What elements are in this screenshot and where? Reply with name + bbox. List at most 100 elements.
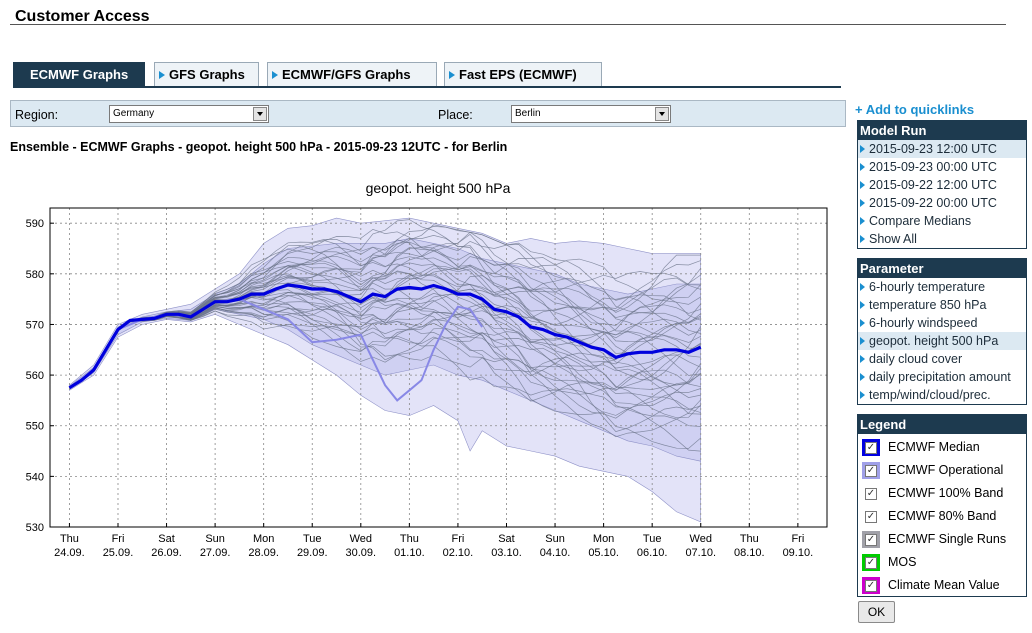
add-to-quicklinks-link[interactable]: + Add to quicklinks bbox=[855, 102, 975, 117]
single-run-line bbox=[69, 305, 701, 427]
triangle-right-icon bbox=[860, 373, 865, 381]
parameter-item-label: temperature 850 hPa bbox=[869, 298, 987, 312]
legend-swatch: ✓ bbox=[862, 508, 880, 525]
model-run-item-label: Compare Medians bbox=[869, 214, 972, 228]
model-run-item-label: 2015-09-23 00:00 UTC bbox=[869, 160, 997, 174]
parameter-header: Parameter bbox=[858, 259, 1026, 278]
place-select-value: Berlin bbox=[515, 108, 541, 119]
triangle-right-icon bbox=[860, 391, 865, 399]
legend-checkbox[interactable]: ✓ bbox=[865, 465, 877, 477]
location-selector-bar: Region: Germany Place: Berlin bbox=[10, 100, 846, 127]
x-tick-date-label: 01.10. bbox=[394, 547, 425, 559]
single-run-line bbox=[69, 224, 701, 389]
parameter-item[interactable]: 6-hourly windspeed bbox=[858, 314, 1026, 332]
parameter-item[interactable]: temperature 850 hPa bbox=[858, 296, 1026, 314]
x-tick-day-label: Thu bbox=[400, 533, 419, 545]
legend-checkbox[interactable]: ✓ bbox=[865, 442, 877, 454]
parameter-item[interactable]: 6-hourly temperature bbox=[858, 278, 1026, 296]
x-tick-date-label: 28.09. bbox=[248, 547, 279, 559]
x-tick-date-label: 30.09. bbox=[346, 547, 377, 559]
parameter-item[interactable]: temp/wind/cloud/prec. bbox=[858, 386, 1026, 404]
x-tick-day-label: Wed bbox=[690, 533, 712, 545]
model-run-item[interactable]: 2015-09-23 00:00 UTC bbox=[858, 158, 1026, 176]
triangle-right-icon bbox=[449, 71, 455, 79]
triangle-right-icon bbox=[860, 235, 865, 243]
model-run-item[interactable]: Show All bbox=[858, 230, 1026, 248]
legend-swatch: ✓ bbox=[862, 462, 880, 479]
model-run-item[interactable]: 2015-09-23 12:00 UTC bbox=[858, 140, 1026, 158]
chevron-down-icon[interactable] bbox=[253, 107, 267, 121]
model-run-item-label: 2015-09-23 12:00 UTC bbox=[869, 142, 997, 156]
model-run-list: 2015-09-23 12:00 UTC 2015-09-23 00:00 UTC… bbox=[858, 140, 1026, 248]
triangle-right-icon bbox=[860, 337, 865, 345]
legend-item: ✓ ECMWF Median bbox=[858, 436, 1026, 459]
x-tick-day-label: Mon bbox=[593, 533, 614, 545]
parameter-item[interactable]: geopot. height 500 hPa bbox=[858, 332, 1026, 350]
tab-gfs-graphs[interactable]: GFS Graphs bbox=[154, 62, 259, 87]
x-tick-date-label: 25.09. bbox=[103, 547, 134, 559]
tab-label: ECMWF Graphs bbox=[30, 67, 129, 82]
x-tick-day-label: Fri bbox=[452, 533, 465, 545]
parameter-item[interactable]: daily precipitation amount bbox=[858, 368, 1026, 386]
legend-item: ✓ ECMWF 100% Band bbox=[858, 482, 1026, 505]
place-select[interactable]: Berlin bbox=[511, 105, 671, 123]
plot-area: 530 540 550 560 570 580 590 Thu 24.09. Fri 25.09. S… bbox=[26, 207, 828, 559]
model-run-item[interactable]: 2015-09-22 00:00 UTC bbox=[858, 194, 1026, 212]
parameter-panel: Parameter 6-hourly temperature temperatur… bbox=[857, 258, 1027, 405]
x-tick-day-label: Sat bbox=[498, 533, 515, 545]
legend-label: ECMWF Median bbox=[888, 440, 980, 454]
triangle-right-icon bbox=[860, 163, 865, 171]
tab-ecmwf-graphs[interactable]: ECMWF Graphs bbox=[13, 62, 145, 87]
ok-button[interactable]: OK bbox=[858, 601, 895, 623]
legend-label: Climate Mean Value bbox=[888, 578, 1000, 592]
chart-title: geopot. height 500 hPa bbox=[366, 180, 511, 196]
legend-item: ✓ Climate Mean Value bbox=[858, 574, 1026, 597]
legend-checkbox[interactable]: ✓ bbox=[865, 557, 877, 569]
parameter-item-label: 6-hourly temperature bbox=[869, 280, 986, 294]
x-tick-day-label: Thu bbox=[740, 533, 759, 545]
legend-checkbox[interactable]: ✓ bbox=[865, 580, 877, 592]
single-run-line bbox=[69, 219, 701, 389]
legend-checkbox[interactable]: ✓ bbox=[865, 534, 877, 546]
parameter-item[interactable]: daily cloud cover bbox=[858, 350, 1026, 368]
legend-item: ✓ ECMWF Single Runs bbox=[858, 528, 1026, 551]
x-tick-date-label: 04.10. bbox=[540, 547, 571, 559]
triangle-right-icon bbox=[860, 301, 865, 309]
region-select[interactable]: Germany bbox=[109, 105, 269, 123]
place-label: Place: bbox=[438, 108, 473, 122]
x-tick-day-label: Sun bbox=[205, 533, 225, 545]
model-run-item[interactable]: Compare Medians bbox=[858, 212, 1026, 230]
tabs-underline bbox=[13, 86, 841, 88]
legend-swatch: ✓ bbox=[862, 554, 880, 571]
triangle-right-icon bbox=[860, 217, 865, 225]
model-run-panel: Model Run 2015-09-23 12:00 UTC 2015-09-23… bbox=[857, 120, 1027, 249]
model-run-item-label: Show All bbox=[869, 232, 917, 246]
y-tick-label: 560 bbox=[26, 370, 44, 382]
y-tick-label: 570 bbox=[26, 319, 44, 331]
tab-ecmwf-gfs-graphs[interactable]: ECMWF/GFS Graphs bbox=[267, 62, 437, 87]
y-tick-label: 540 bbox=[26, 471, 44, 483]
legend-label: ECMWF Operational bbox=[888, 463, 1004, 477]
triangle-right-icon bbox=[159, 71, 165, 79]
legend-checkbox[interactable]: ✓ bbox=[865, 511, 877, 523]
chevron-down-icon[interactable] bbox=[655, 107, 669, 121]
x-tick-date-label: 24.09. bbox=[54, 547, 85, 559]
chart-container: geopot. height 500 hPa 530 540 550 560 570 58… bbox=[0, 170, 850, 570]
y-tick-label: 590 bbox=[26, 218, 44, 230]
single-run-line bbox=[69, 231, 701, 389]
legend-header: Legend bbox=[858, 415, 1026, 434]
tab-label: ECMWF/GFS Graphs bbox=[282, 67, 411, 82]
x-tick-date-label: 26.09. bbox=[151, 547, 182, 559]
legend-item: ✓ ECMWF 80% Band bbox=[858, 505, 1026, 528]
legend-label: ECMWF 100% Band bbox=[888, 486, 1004, 500]
tab-fast-eps[interactable]: Fast EPS (ECMWF) bbox=[444, 62, 602, 87]
x-tick-date-label: 03.10. bbox=[491, 547, 522, 559]
median-line bbox=[68, 283, 702, 390]
legend-label: MOS bbox=[888, 555, 917, 569]
legend-checkbox[interactable]: ✓ bbox=[865, 488, 877, 500]
triangle-right-icon bbox=[272, 71, 278, 79]
model-run-item[interactable]: 2015-09-22 12:00 UTC bbox=[858, 176, 1026, 194]
x-tick-date-label: 02.10. bbox=[443, 547, 474, 559]
parameter-item-label: temp/wind/cloud/prec. bbox=[869, 388, 991, 402]
parameter-item-label: geopot. height 500 hPa bbox=[869, 334, 999, 348]
